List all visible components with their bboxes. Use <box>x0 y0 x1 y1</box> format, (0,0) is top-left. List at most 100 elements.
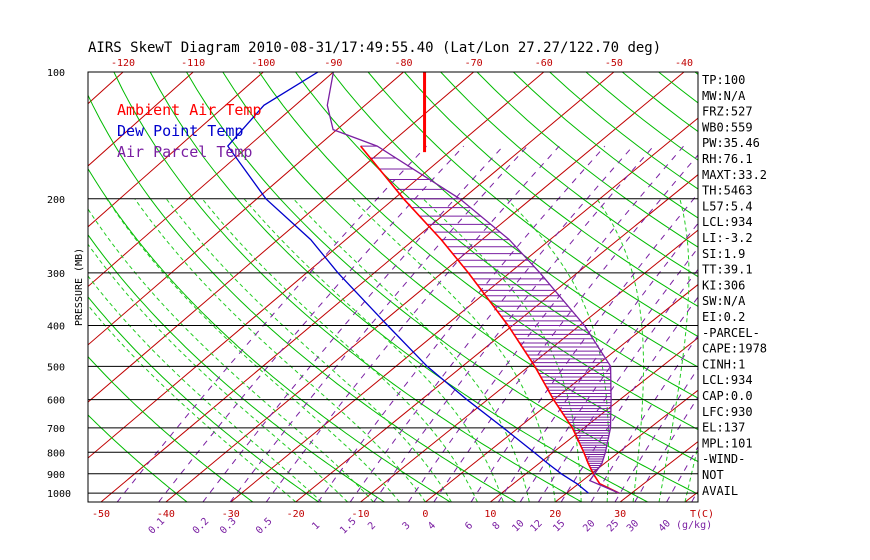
legend-entry: Ambient Air Temp <box>117 101 262 119</box>
index-entry: MAXT:33.2 <box>702 168 767 182</box>
dry-adiabat-line <box>840 72 870 502</box>
pressure-tick-label: 600 <box>47 396 65 407</box>
mixing-ratio-line <box>666 445 698 502</box>
dry-adiabat-line <box>768 72 870 502</box>
top-temp-tick-label: -80 <box>394 58 412 69</box>
dry-adiabat-line <box>331 72 698 368</box>
index-entry: SI:1.9 <box>702 247 745 261</box>
index-entry: LFC:930 <box>702 405 753 419</box>
mixing-ratio-tick-label: 20 <box>581 518 597 534</box>
index-entry: PW:35.46 <box>702 136 760 150</box>
dry-adiabat-line <box>222 72 698 463</box>
dry-adiabat-line <box>476 72 698 248</box>
dry-adiabat-line <box>658 72 698 104</box>
moist-adiabat-line <box>422 198 582 502</box>
sounding-profiles <box>226 72 620 494</box>
index-entry: CAPE:1978 <box>702 342 767 356</box>
index-entry: FRZ:527 <box>702 105 753 119</box>
mixing-ratio-tick-label: 6 <box>463 520 475 532</box>
index-entry: CAP:0.0 <box>702 389 753 403</box>
isotherm-line <box>88 72 264 228</box>
isotherm-line <box>100 72 615 502</box>
isotherm-line <box>554 389 698 502</box>
isotherm-line <box>88 72 545 459</box>
top-temp-tick-label: -70 <box>465 58 483 69</box>
dry-adiabat-line <box>88 296 319 502</box>
dry-adiabat-line <box>367 72 698 338</box>
dry-adiabat-line <box>88 167 451 502</box>
moist-adiabat-line <box>596 198 644 502</box>
isotherm-line <box>295 174 698 502</box>
bottom-temp-tick-label: -40 <box>157 509 175 520</box>
mixing-ratio-line <box>407 145 684 502</box>
moist-adiabat-line <box>106 198 400 502</box>
dew-point-line <box>226 72 589 494</box>
dry-adiabat-line <box>295 72 698 399</box>
index-entry: RH:76.1 <box>702 152 753 166</box>
mixing-ratio-tick-label: 4 <box>426 520 438 532</box>
isotherm-line <box>88 72 194 167</box>
bottom-temp-tick-label: 20 <box>549 509 561 520</box>
mixing-ratio-tick-label: 40 <box>657 518 673 534</box>
legend: Ambient Air Temp Dew Point Temp Air Parcel… <box>117 101 262 161</box>
pressure-tick-label: 400 <box>47 322 65 333</box>
index-entry: KI:306 <box>702 278 745 292</box>
index-entry: LCL:934 <box>702 215 753 229</box>
pressure-tick-label: 300 <box>47 269 65 280</box>
index-entry: WB0:559 <box>702 120 753 134</box>
bottom-temp-tick-label: -10 <box>352 509 370 520</box>
top-temp-tick-label: -110 <box>181 58 205 69</box>
dry-adiabat-line <box>440 72 698 278</box>
mixing-ratio-tick-label: 10 <box>510 518 526 534</box>
mixing-ratio-tick-label: 25 <box>605 518 621 534</box>
x-axis-label: T(C) <box>690 509 714 520</box>
cape-hatching <box>360 145 612 475</box>
index-entry: TT:39.1 <box>702 263 753 277</box>
dry-adiabat-line <box>804 72 870 502</box>
mixing-ratio-tick-label: 2 <box>366 520 378 532</box>
pressure-tick-label: 800 <box>47 448 65 459</box>
parcel-temp-line <box>326 72 620 494</box>
index-entry: CINH:1 <box>702 357 745 371</box>
dry-adiabat-line <box>186 72 698 495</box>
bottom-temp-tick-label: -30 <box>222 509 240 520</box>
mixing-ratio-unit-label: (g/kg) <box>676 520 712 531</box>
dry-adiabat-line <box>88 355 254 502</box>
isotherm-line <box>165 72 685 502</box>
dry-adiabat-line <box>258 72 698 431</box>
dry-adiabat-line <box>113 72 583 502</box>
isotherm-line <box>88 72 124 105</box>
moist-adiabat-line <box>88 243 348 502</box>
bottom-temp-tick-label: 10 <box>484 509 496 520</box>
top-temp-tick-label: -100 <box>251 58 275 69</box>
background-grid <box>88 72 870 502</box>
top-temp-tick-label: -60 <box>535 58 553 69</box>
moist-adiabat-line <box>165 198 452 502</box>
chart-title: AIRS SkewT Diagram 2010-08-31/17:49:55.4… <box>88 40 661 56</box>
pressure-tick-label: 900 <box>47 470 65 481</box>
mixing-ratio-tick-label: 30 <box>625 518 641 534</box>
index-entry: EI:0.2 <box>702 310 745 324</box>
moist-adiabat-line <box>201 198 478 502</box>
mixing-ratio-tick-label: 3 <box>401 520 413 532</box>
plot-frame <box>87 71 699 503</box>
y-axis-label: PRESSURE (MB) <box>74 248 85 326</box>
mixing-ratio-tick-label: 0.5 <box>254 516 275 537</box>
pressure-tick-label: 700 <box>47 424 65 435</box>
index-entry: MPL:101 <box>702 436 753 450</box>
isotherm-line <box>750 72 870 502</box>
moist-adiabat-line <box>243 198 504 502</box>
isotherm-line <box>360 229 698 502</box>
moist-adiabat-line <box>88 208 374 502</box>
index-entry: -WIND- <box>702 452 745 466</box>
top-temp-tick-label: -90 <box>324 58 342 69</box>
index-entry: L57:5.4 <box>702 199 753 213</box>
top-temp-tick-label: -50 <box>605 58 623 69</box>
isotherm-line <box>88 72 334 288</box>
legend-entry: Dew Point Temp <box>117 122 243 140</box>
mixing-ratio-line <box>158 145 465 502</box>
isotherm-line <box>88 72 474 403</box>
ambient-temp-line <box>359 145 620 494</box>
index-entry: NOT <box>702 468 724 482</box>
